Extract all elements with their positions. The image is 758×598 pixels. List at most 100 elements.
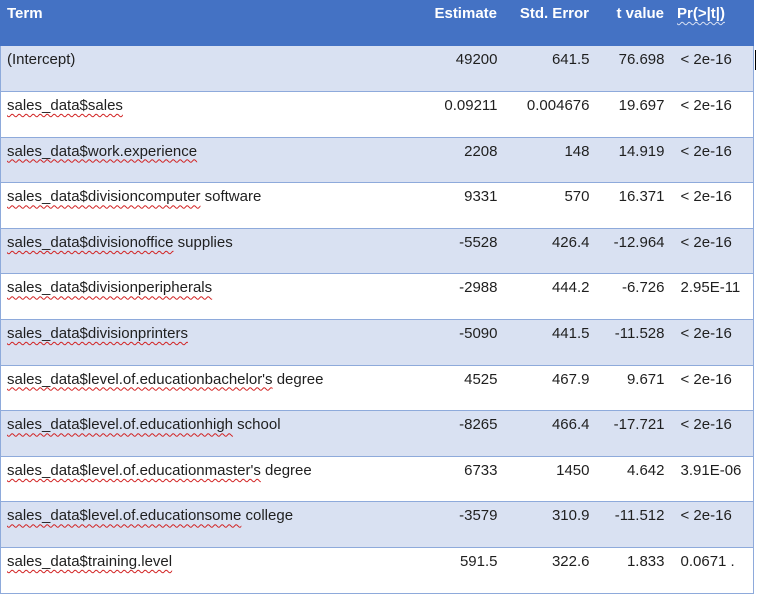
cell-p-value[interactable]: < 2e-16 [670,365,754,412]
text-cursor [755,50,756,70]
table-row: sales_data$sales 0.09211 0.004676 19.697 < 2… [0,91,754,138]
cell-t-value[interactable]: -12.964 [595,228,671,275]
term-suffix: degree [272,370,324,388]
table-row: sales_data$level.of.educationbachelor's … [0,365,754,412]
header-p-value: Pr(>|t|) [670,0,754,46]
term-suffix: college [241,507,294,525]
cell-p-value[interactable]: < 2e-16 [670,501,754,549]
cell-term[interactable]: sales_data$divisionoffice supplies [0,228,381,275]
cell-estimate[interactable]: 0.09211 [380,91,504,138]
cell-estimate[interactable]: -8265 [380,410,504,457]
table-row: sales_data$divisioncomputer software 9331… [0,182,754,229]
cell-std-error[interactable]: 467.9 [503,365,596,412]
cell-estimate[interactable]: 591.5 [380,547,504,594]
term-name: (Intercept) [7,51,76,68]
cell-t-value[interactable]: 16.371 [595,182,671,229]
cell-term[interactable]: (Intercept) [0,46,381,93]
cell-t-value[interactable]: 4.642 [595,456,671,503]
table-row: sales_data$divisionprinters -5090 441.5 -11… [0,319,754,366]
table-row: sales_data$work.experience 2208 148 14.919 <… [0,137,754,184]
term-name: sales_data$work.experience [7,142,198,160]
cell-term[interactable]: sales_data$sales [0,91,381,138]
cell-estimate[interactable]: -5528 [380,228,504,275]
cell-estimate[interactable]: 4525 [380,365,504,412]
cell-std-error[interactable]: 310.9 [503,501,596,549]
cell-t-value[interactable]: -11.512 [595,501,671,549]
cell-estimate[interactable]: -3579 [380,501,504,549]
cell-std-error[interactable]: 570 [503,182,596,229]
cell-term[interactable]: sales_data$training.level [0,547,381,594]
cell-p-value[interactable]: < 2e-16 [670,137,754,184]
term-name: sales_data$level.of.educationbachelor's [7,370,273,388]
cell-p-value[interactable]: < 2e-16 [670,319,754,366]
term-suffix: software [200,188,262,206]
cell-term[interactable]: sales_data$level.of.educationsome colleg… [0,501,381,549]
table-row: sales_data$divisionperipherals -2988 444.2… [0,273,754,321]
term-name: sales_data$divisioncomputer [7,188,201,206]
cell-term[interactable]: sales_data$work.experience [0,137,381,184]
term-suffix: supplies [173,233,233,251]
cell-t-value[interactable]: -6.726 [595,273,671,321]
cell-estimate[interactable]: 2208 [380,137,504,184]
cell-t-value[interactable]: -17.721 [595,410,671,457]
table-row: sales_data$training.level 591.5 322.6 1.833… [0,547,754,594]
term-name: sales_data$level.of.educationsome [7,507,242,525]
cell-std-error[interactable]: 466.4 [503,410,596,457]
cell-std-error[interactable]: 441.5 [503,319,596,366]
cell-estimate[interactable]: -2988 [380,273,504,321]
cell-estimate[interactable]: 49200 [380,46,504,93]
cell-term[interactable]: sales_data$divisioncomputer software [0,182,381,229]
header-row: Term Estimate Std. Error t value Pr(>|t|… [0,0,754,46]
header-estimate: Estimate [380,0,504,46]
term-name: sales_data$training.level [7,553,173,571]
header-p-value-label: Pr(>|t|) [677,5,725,22]
cell-p-value[interactable]: 2.95E-11 [670,273,754,321]
cell-p-value[interactable]: < 2e-16 [670,46,754,93]
cell-p-value[interactable]: < 2e-16 [670,182,754,229]
cell-p-value[interactable]: 0.0671 . [670,547,754,594]
cell-estimate[interactable]: 9331 [380,182,504,229]
term-name: sales_data$divisionoffice [7,233,174,251]
term-suffix: degree [260,461,312,479]
cell-estimate[interactable]: 6733 [380,456,504,503]
term-name: sales_data$divisionperipherals [7,279,213,297]
cell-term[interactable]: sales_data$divisionperipherals [0,273,381,321]
cell-term[interactable]: sales_data$divisionprinters [0,319,381,366]
cell-std-error[interactable]: 426.4 [503,228,596,275]
cell-p-value[interactable]: 3.91E-06 [670,456,754,503]
cell-std-error[interactable]: 0.004676 [503,91,596,138]
cell-p-value[interactable]: < 2e-16 [670,228,754,275]
term-name: sales_data$level.of.educationhigh [7,416,234,434]
cell-t-value[interactable]: 14.919 [595,137,671,184]
term-name: sales_data$divisionprinters [7,325,188,343]
header-std-error: Std. Error [503,0,596,46]
cell-p-value[interactable]: < 2e-16 [670,410,754,457]
cell-std-error[interactable]: 148 [503,137,596,184]
table-row: sales_data$level.of.educationmaster's de… [0,456,754,503]
cell-std-error[interactable]: 444.2 [503,273,596,321]
term-suffix: school [233,416,281,434]
cell-t-value[interactable]: 1.833 [595,547,671,594]
table-row: (Intercept) 49200 641.5 76.698 < 2e-16 [0,46,754,93]
cell-std-error[interactable]: 641.5 [503,46,596,93]
term-name: sales_data$sales [7,97,123,115]
cell-t-value[interactable]: 19.697 [595,91,671,138]
term-name: sales_data$level.of.educationmaster's [7,461,261,479]
table-row: sales_data$level.of.educationsome colleg… [0,501,754,549]
cell-t-value[interactable]: 76.698 [595,46,671,93]
cell-estimate[interactable]: -5090 [380,319,504,366]
cell-std-error[interactable]: 1450 [503,456,596,503]
cell-term[interactable]: sales_data$level.of.educationmaster's de… [0,456,381,503]
cell-std-error[interactable]: 322.6 [503,547,596,594]
cell-term[interactable]: sales_data$level.of.educationhigh school [0,410,381,457]
cell-t-value[interactable]: -11.528 [595,319,671,366]
cell-term[interactable]: sales_data$level.of.educationbachelor's … [0,365,381,412]
header-term: Term [0,0,381,46]
table-row: sales_data$divisionoffice supplies -5528 4… [0,228,754,275]
header-t-value: t value [595,0,671,46]
cell-p-value[interactable]: < 2e-16 [670,91,754,138]
cell-t-value[interactable]: 9.671 [595,365,671,412]
table-row: sales_data$level.of.educationhigh school… [0,410,754,457]
